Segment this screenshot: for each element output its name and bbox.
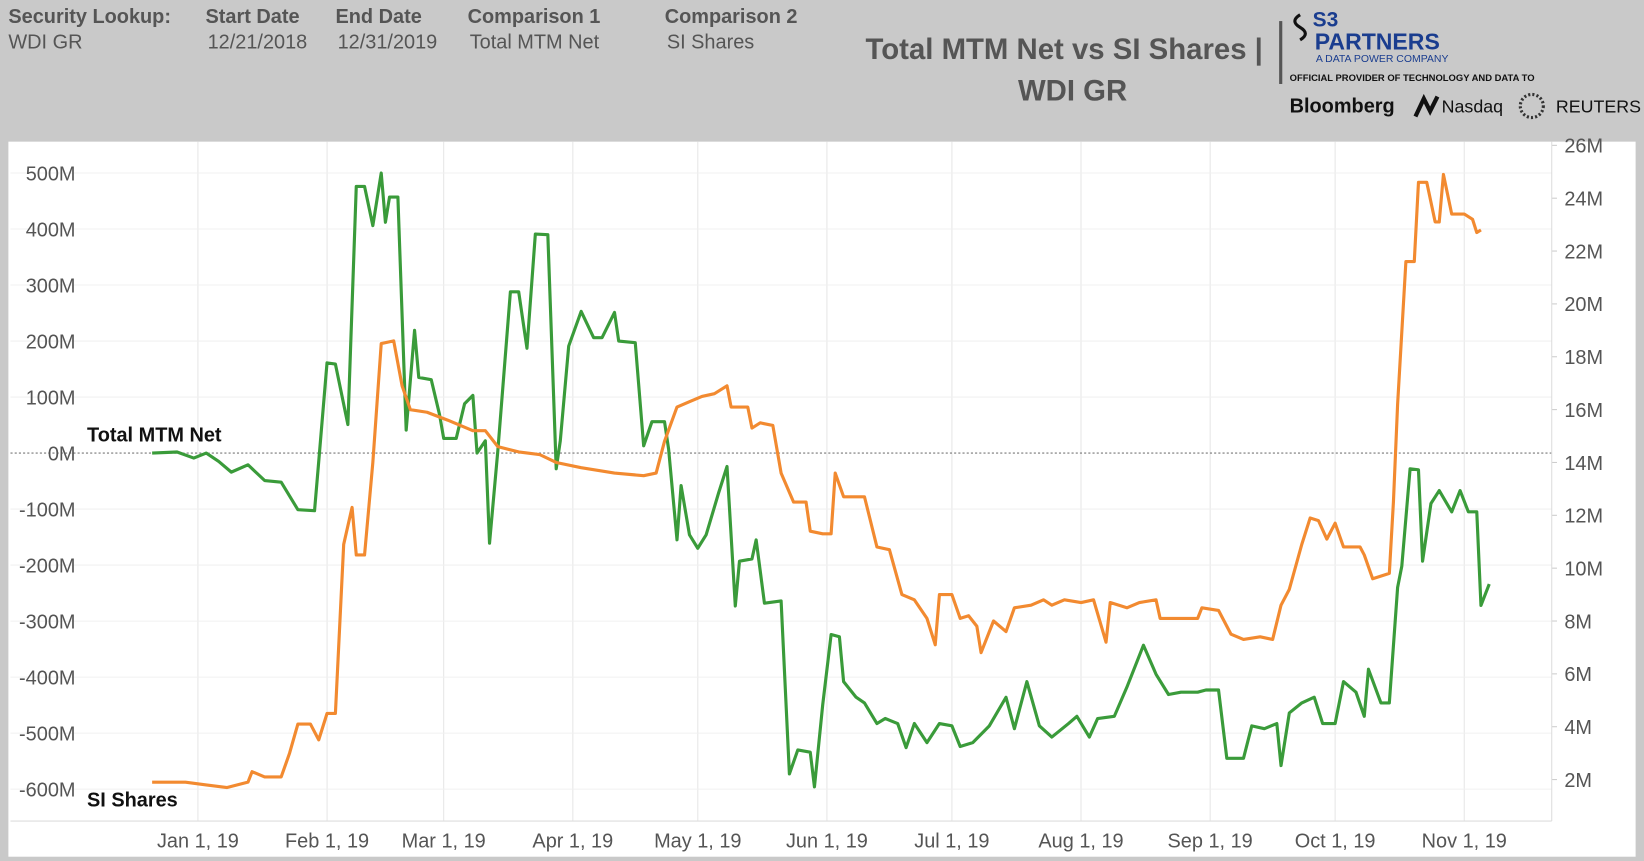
- logo-tagline: A DATA POWER COMPANY: [1316, 54, 1449, 65]
- x-tick-label: Oct 1, 19: [1295, 830, 1376, 852]
- logo-mark: [1293, 13, 1307, 42]
- y2-tick-label: 24M: [1564, 189, 1603, 211]
- y2-tick-label: 20M: [1564, 294, 1603, 316]
- x-tick-label: Jan 1, 19: [157, 830, 239, 852]
- y-tick-label: 200M: [26, 331, 76, 353]
- plot-panel: [8, 141, 1636, 857]
- field-label: Comparison 2: [665, 6, 798, 28]
- chart-subtitle: WDI GR: [1018, 75, 1127, 108]
- field-value: SI Shares: [667, 31, 754, 53]
- logo-brand: S3: [1313, 8, 1339, 31]
- y-tick-label: 100M: [26, 387, 76, 409]
- x-tick-label: Nov 1, 19: [1422, 830, 1507, 852]
- y-tick-label: -600M: [19, 779, 75, 801]
- logo-provider: OFFICIAL PROVIDER OF TECHNOLOGY AND DATA…: [1290, 72, 1535, 83]
- nasdaq-icon: [1413, 93, 1440, 118]
- x-tick-label: Feb 1, 19: [285, 830, 369, 852]
- x-tick-label: Aug 1, 19: [1038, 830, 1123, 852]
- partner: REUTERS: [1556, 96, 1641, 116]
- logo: S3 PARTNERS A DATA POWER COMPANY OFFICIA…: [1279, 8, 1641, 120]
- x-tick-label: Jul 1, 19: [914, 830, 989, 852]
- series-line: [152, 171, 1491, 789]
- chart-title: Total MTM Net vs SI Shares |: [866, 33, 1263, 66]
- y-tick-label: 0M: [48, 443, 76, 465]
- divider: [1279, 21, 1283, 84]
- logo-name: PARTNERS: [1315, 28, 1440, 54]
- field-value: 12/21/2018: [208, 31, 308, 53]
- field-value: Total MTM Net: [470, 31, 600, 53]
- series-line: [152, 172, 1482, 790]
- y2-tick-label: 26M: [1564, 136, 1603, 158]
- y2-tick-label: 22M: [1564, 241, 1603, 263]
- x-tick-label: Apr 1, 19: [532, 830, 613, 852]
- partner: Nasdaq: [1442, 96, 1503, 116]
- series-label: SI Shares: [87, 789, 178, 811]
- field-label: Start Date: [205, 6, 299, 28]
- y2-tick-label: 2M: [1564, 770, 1592, 792]
- y2-tick-label: 4M: [1564, 717, 1592, 739]
- y2-tick-label: 8M: [1564, 611, 1592, 633]
- y-tick-label: 300M: [26, 275, 76, 297]
- field-value: WDI GR: [8, 31, 82, 53]
- partner: Bloomberg: [1290, 95, 1395, 117]
- field-value: 12/31/2019: [338, 31, 438, 53]
- y-tick-label: -100M: [19, 499, 75, 521]
- x-tick-label: Sep 1, 19: [1168, 830, 1253, 852]
- field-label: Comparison 1: [468, 6, 601, 28]
- field-label: Security Lookup:: [8, 6, 171, 28]
- y2-tick-label: 12M: [1564, 506, 1603, 528]
- y2-tick-label: 16M: [1564, 400, 1603, 422]
- y-tick-label: -500M: [19, 723, 75, 745]
- y2-tick-label: 6M: [1564, 664, 1592, 686]
- series-label: Total MTM Net: [87, 425, 222, 447]
- y2-tick-label: 14M: [1564, 453, 1603, 475]
- x-tick-label: May 1, 19: [654, 830, 741, 852]
- y-tick-label: -200M: [19, 555, 75, 577]
- y-tick-label: -300M: [19, 611, 75, 633]
- y2-tick-label: 10M: [1564, 558, 1603, 580]
- y-tick-label: -400M: [19, 667, 75, 689]
- x-tick-label: Mar 1, 19: [402, 830, 486, 852]
- y-tick-label: 400M: [26, 219, 76, 241]
- x-tick-label: Jun 1, 19: [786, 830, 868, 852]
- header: Security Lookup: WDI GR Start Date 12/21/20…: [8, 6, 797, 53]
- y-tick-label: 500M: [26, 163, 76, 185]
- field-label: End Date: [336, 6, 422, 28]
- y2-tick-label: 18M: [1564, 347, 1603, 369]
- reuters-icon: [1518, 92, 1545, 120]
